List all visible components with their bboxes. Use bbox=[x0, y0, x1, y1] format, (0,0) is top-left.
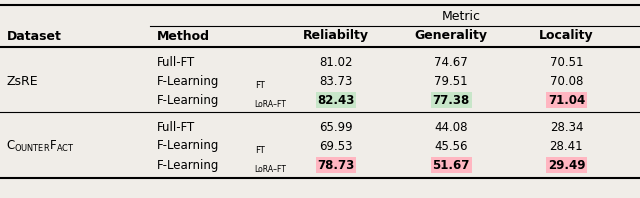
Text: Reliabilty: Reliabilty bbox=[303, 30, 369, 43]
Text: 45.56: 45.56 bbox=[435, 140, 468, 152]
Text: 79.51: 79.51 bbox=[435, 74, 468, 88]
Text: $\mathrm{C}_{\mathrm{OUNTER}}\mathrm{F}_{\mathrm{ACT}}$: $\mathrm{C}_{\mathrm{OUNTER}}\mathrm{F}_… bbox=[6, 138, 75, 154]
Text: 65.99: 65.99 bbox=[319, 121, 353, 133]
Text: 69.53: 69.53 bbox=[319, 140, 353, 152]
Text: 51.67: 51.67 bbox=[433, 159, 470, 171]
Text: F-Learning: F-Learning bbox=[157, 140, 219, 152]
Text: 78.73: 78.73 bbox=[317, 159, 355, 171]
Text: 83.73: 83.73 bbox=[319, 74, 353, 88]
Text: Generality: Generality bbox=[415, 30, 488, 43]
Text: 71.04: 71.04 bbox=[548, 93, 585, 107]
Text: 77.38: 77.38 bbox=[433, 93, 470, 107]
Text: 29.49: 29.49 bbox=[548, 159, 585, 171]
Text: LoRA–FT: LoRA–FT bbox=[255, 165, 287, 174]
Text: F-Learning: F-Learning bbox=[157, 159, 219, 171]
Text: Metric: Metric bbox=[442, 10, 480, 23]
Text: 70.51: 70.51 bbox=[550, 55, 583, 69]
Text: LoRA–FT: LoRA–FT bbox=[255, 100, 287, 109]
Text: 44.08: 44.08 bbox=[435, 121, 468, 133]
Text: Locality: Locality bbox=[539, 30, 594, 43]
Text: FT: FT bbox=[255, 146, 264, 155]
Text: Full-FT: Full-FT bbox=[157, 55, 195, 69]
Text: ZsRE: ZsRE bbox=[6, 74, 38, 88]
Text: 28.41: 28.41 bbox=[550, 140, 583, 152]
Text: F-Learning: F-Learning bbox=[157, 74, 219, 88]
Text: 81.02: 81.02 bbox=[319, 55, 353, 69]
Text: Dataset: Dataset bbox=[6, 30, 61, 43]
Text: 74.67: 74.67 bbox=[435, 55, 468, 69]
Text: 70.08: 70.08 bbox=[550, 74, 583, 88]
Text: Method: Method bbox=[157, 30, 210, 43]
Text: F-Learning: F-Learning bbox=[157, 93, 219, 107]
Text: FT: FT bbox=[255, 81, 264, 90]
Text: 82.43: 82.43 bbox=[317, 93, 355, 107]
Text: 28.34: 28.34 bbox=[550, 121, 583, 133]
Text: Full-FT: Full-FT bbox=[157, 121, 195, 133]
